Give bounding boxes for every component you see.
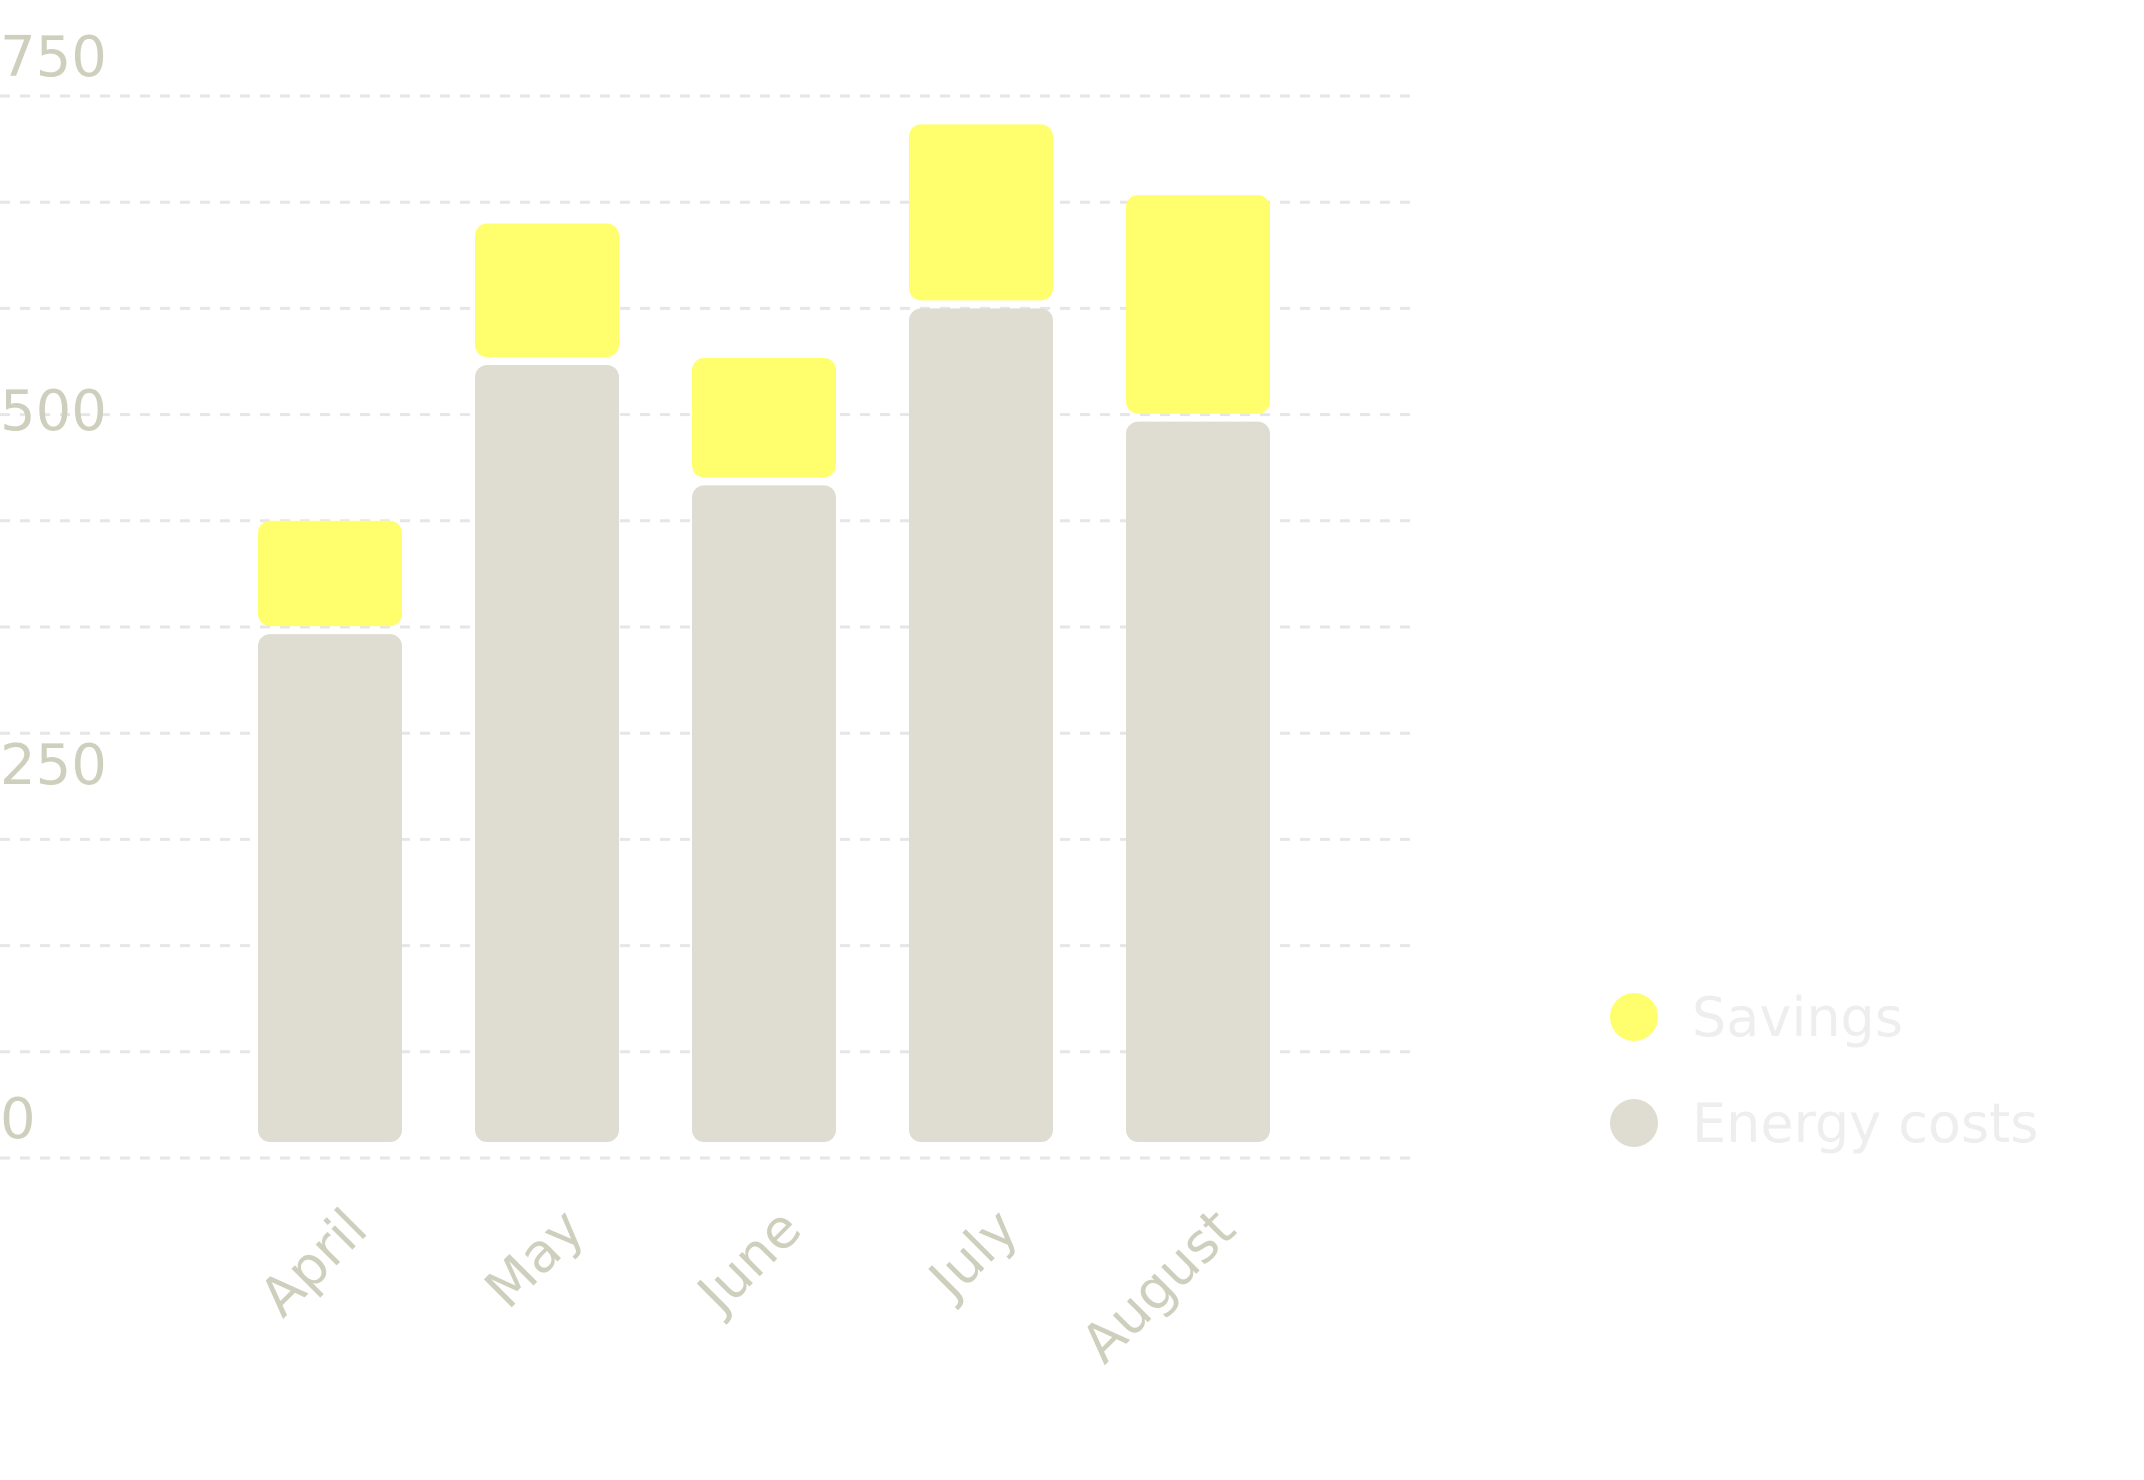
bar-energy-costs-april xyxy=(258,634,402,1142)
legend-label-energy-costs: Energy costs xyxy=(1692,1091,2039,1155)
bar-energy-costs-june xyxy=(692,485,836,1142)
x-tick-label: April xyxy=(247,1197,379,1329)
bar-energy-costs-may xyxy=(475,365,619,1142)
legend-swatch-energy-costs xyxy=(1610,1099,1658,1147)
bar-savings-august xyxy=(1126,195,1270,414)
bar-savings-july xyxy=(909,124,1053,301)
y-axis-ticks: 0 250 500 750 xyxy=(0,25,107,1152)
bar-savings-april xyxy=(258,520,402,627)
bars xyxy=(258,124,1270,1142)
legend-item-savings: Savings xyxy=(1610,985,2130,1049)
x-tick-label: August xyxy=(1069,1197,1247,1375)
bar-energy-costs-july xyxy=(909,308,1053,1142)
x-axis-labels: April May June July August xyxy=(247,1197,1247,1375)
x-tick-label: May xyxy=(473,1197,596,1320)
legend-item-energy-costs: Energy costs xyxy=(1610,1091,2130,1155)
x-tick-label: June xyxy=(683,1197,813,1327)
y-tick-label: 250 xyxy=(0,733,107,798)
bar-energy-costs-august xyxy=(1126,421,1270,1142)
y-tick-label: 500 xyxy=(0,379,107,444)
y-tick-label: 750 xyxy=(0,25,107,90)
legend-label-savings: Savings xyxy=(1692,985,1903,1049)
bar-savings-may xyxy=(475,223,619,358)
y-tick-label: 0 xyxy=(0,1087,36,1152)
legend: Savings Energy costs xyxy=(1610,985,2130,1197)
x-tick-label: July xyxy=(915,1197,1030,1312)
legend-swatch-savings xyxy=(1610,993,1658,1041)
bar-savings-june xyxy=(692,357,836,478)
